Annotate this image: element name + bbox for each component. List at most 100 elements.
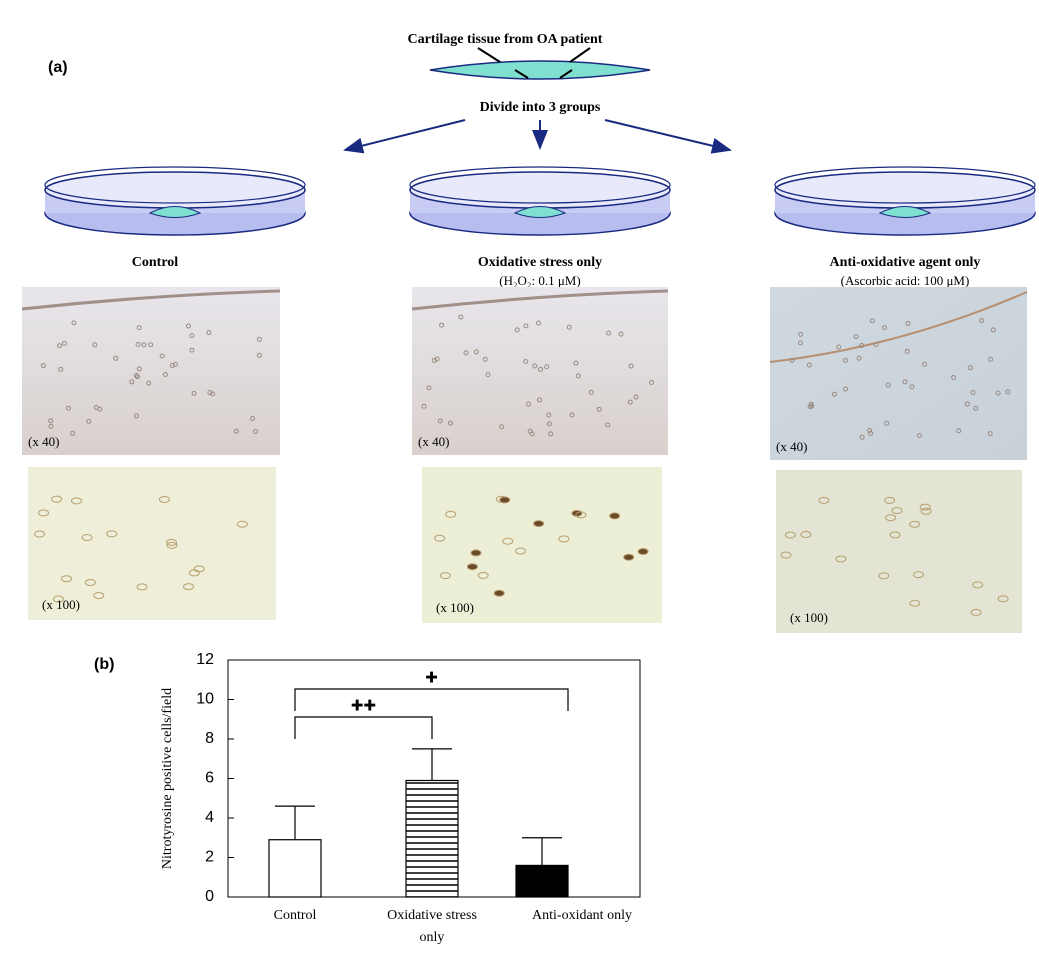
tissue-piece: [148, 206, 202, 218]
group-subtitle: (H₂O₂: 0.1 μM): [499, 273, 580, 288]
bar: [515, 864, 569, 898]
cell: [146, 380, 152, 386]
y-tick-label: 2: [205, 849, 214, 866]
cell: [569, 412, 575, 418]
cell: [70, 497, 82, 505]
cell: [38, 509, 50, 517]
cell: [995, 390, 1001, 396]
y-tick-label: 0: [205, 888, 214, 905]
tissue-edge: [411, 289, 669, 311]
cell: [919, 503, 931, 511]
cell: [987, 431, 993, 437]
cell: [798, 331, 804, 337]
cell: [92, 342, 98, 348]
tissue-edge: [769, 291, 1028, 363]
cell: [477, 571, 489, 579]
cell: [623, 553, 635, 561]
arrows: [343, 119, 732, 154]
cell: [141, 342, 147, 348]
cell: [421, 403, 427, 409]
cell: [48, 423, 54, 429]
cell: [904, 348, 910, 354]
cell: [842, 357, 848, 363]
cell: [836, 344, 842, 350]
cell: [426, 385, 432, 391]
cell: [253, 428, 259, 434]
cell: [493, 589, 505, 597]
error-bar: [412, 748, 452, 781]
cell: [445, 510, 457, 518]
cell: [649, 379, 655, 385]
cell: [185, 323, 191, 329]
cell: [951, 375, 957, 381]
cell: [173, 361, 179, 367]
cell: [256, 352, 262, 358]
cell: [106, 530, 118, 538]
cell: [189, 347, 195, 353]
cell: [905, 320, 911, 326]
cell: [34, 530, 46, 538]
group-title: Oxidative stress only: [478, 255, 602, 270]
y-tick-label: 6: [205, 770, 214, 787]
x-tick-label: Anti-oxidant only: [532, 908, 632, 923]
cell: [514, 327, 520, 333]
cell: [183, 583, 195, 591]
cell: [56, 343, 62, 349]
y-tick-label: 8: [205, 730, 214, 747]
cell: [93, 404, 99, 410]
cell: [842, 386, 848, 392]
cell: [1005, 389, 1011, 395]
cell: [889, 531, 901, 539]
cell: [967, 365, 973, 371]
cell: [868, 430, 874, 436]
cell: [973, 405, 979, 411]
cell: [856, 355, 862, 361]
cell: [86, 418, 92, 424]
cell: [499, 496, 511, 504]
cell: [546, 421, 552, 427]
cell: [544, 364, 550, 370]
cell: [859, 434, 865, 440]
micrograph: [776, 470, 1022, 633]
cell: [113, 355, 119, 361]
cell: [482, 356, 488, 362]
group-title: Anti-oxidative agent only: [830, 255, 981, 270]
cell: [166, 538, 178, 546]
cell: [546, 412, 552, 418]
cell: [439, 322, 445, 328]
cell: [818, 496, 830, 504]
cell: [458, 314, 464, 320]
cell: [806, 362, 812, 368]
cell: [609, 512, 621, 520]
cell: [780, 551, 792, 559]
micrograph: [770, 287, 1027, 460]
cell: [514, 547, 526, 555]
cell: [885, 514, 897, 522]
cell: [135, 341, 141, 347]
cell: [628, 363, 634, 369]
cell: [902, 379, 908, 385]
cell: [58, 366, 64, 372]
cell: [536, 397, 542, 403]
dish-rim: [409, 166, 671, 204]
group-subtitle: (Ascorbic acid: 100 μM): [841, 273, 970, 288]
cell: [191, 390, 197, 396]
cell: [922, 361, 928, 367]
cell: [447, 420, 453, 426]
cell: [193, 565, 205, 573]
tissue-edge: [21, 289, 281, 311]
cell: [434, 534, 446, 542]
cell: [878, 572, 890, 580]
micrograph: [28, 467, 276, 620]
y-tick-label: 12: [196, 651, 214, 668]
cell: [437, 418, 443, 424]
cell: [797, 340, 803, 346]
cell: [470, 549, 482, 557]
cell: [588, 389, 594, 395]
cell: [964, 401, 970, 407]
cell: [463, 350, 469, 356]
cell: [502, 537, 514, 545]
cell: [909, 599, 921, 607]
tissue: [429, 60, 651, 80]
